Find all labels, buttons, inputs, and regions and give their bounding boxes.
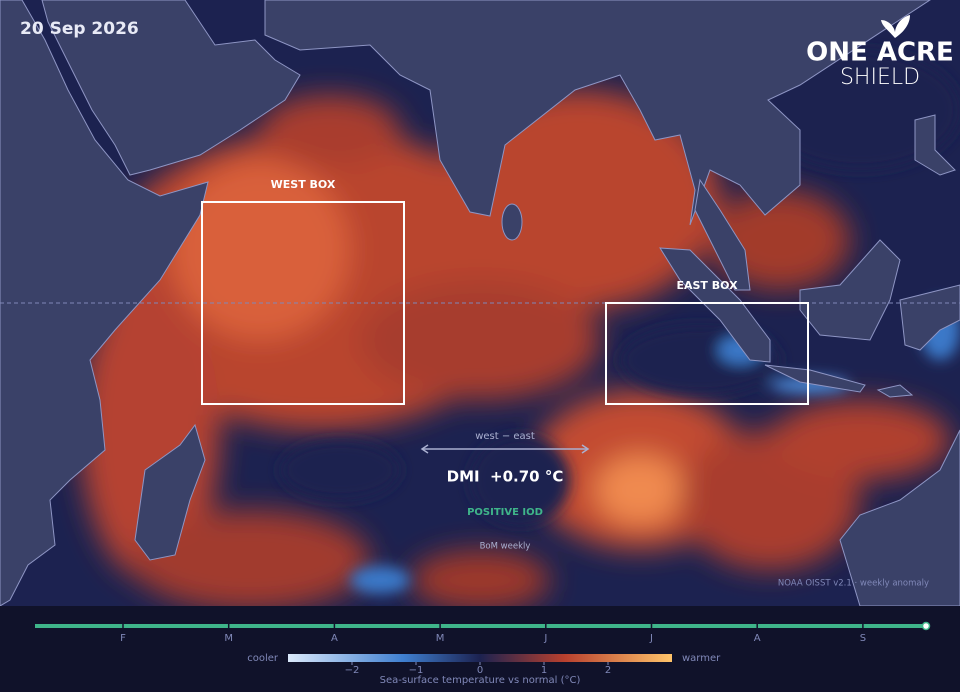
timeline-now xyxy=(921,621,931,631)
colorbar-tick-label: 2 xyxy=(605,665,611,676)
month-label: J xyxy=(649,633,653,644)
colorbar-tick-label: 1 xyxy=(541,665,547,676)
legend-high: warmer xyxy=(682,653,721,664)
date: 20 Sep 2026 xyxy=(20,19,139,39)
box-label: WEST BOX xyxy=(271,178,336,191)
logo-line1: ONE ACRE xyxy=(806,38,954,68)
credit: NOAA OISST v2.1 · weekly anomaly xyxy=(778,579,929,589)
legend-title: Sea-surface temperature vs normal (°C) xyxy=(380,675,581,686)
colorbar-tick-label: −1 xyxy=(409,665,424,676)
legend-low: cooler xyxy=(247,653,279,664)
source: BoM weekly xyxy=(480,542,531,552)
month-label: M xyxy=(224,633,233,644)
land xyxy=(0,0,960,606)
month-label: M xyxy=(436,633,445,644)
colorbar-tick-label: 0 xyxy=(477,665,483,676)
month-label: A xyxy=(331,633,338,644)
annotation-caption: west − east xyxy=(475,431,535,442)
arrow xyxy=(420,444,590,454)
box-label: EAST BOX xyxy=(676,279,738,292)
colorbar xyxy=(288,654,672,662)
iod-status: POSITIVE IOD xyxy=(467,507,543,518)
month-label: F xyxy=(120,633,126,644)
month-label: S xyxy=(860,633,866,644)
east-box xyxy=(605,302,809,405)
footer xyxy=(0,606,960,692)
map: WEST BOX EAST BOX west − east DMI +0.70 … xyxy=(0,0,960,606)
colorbar-tick-label: −2 xyxy=(345,665,360,676)
logo: ONE ACRE SHIELD xyxy=(806,15,954,90)
logo-line2: SHIELD xyxy=(840,65,920,90)
month-label: A xyxy=(754,633,761,644)
month-label: J xyxy=(543,633,547,644)
west-box xyxy=(201,201,405,405)
dmi-value: DMI +0.70 °C xyxy=(447,468,564,486)
